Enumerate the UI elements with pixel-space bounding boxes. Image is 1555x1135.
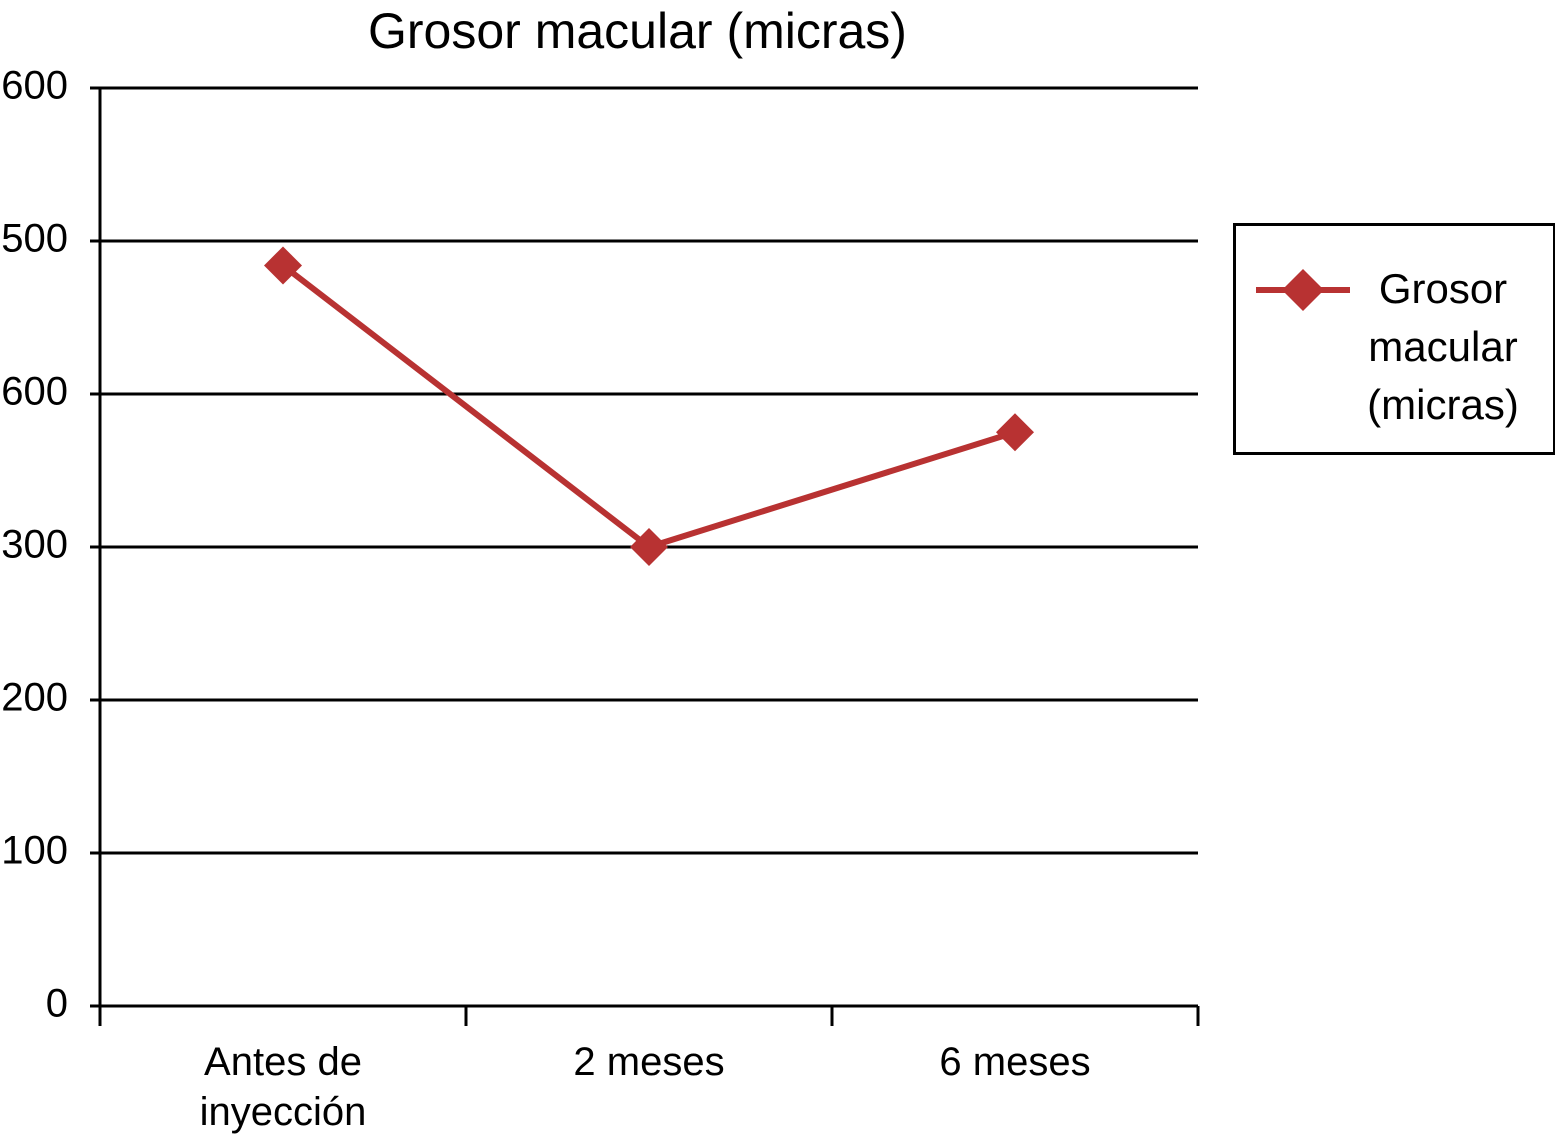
y-tick-label: 600 [1, 370, 68, 414]
data-point [996, 413, 1034, 452]
x-tick-label: 6 meses [939, 1040, 1091, 1084]
y-tick-label: 600 [1, 64, 68, 108]
y-tick-label: 500 [1, 217, 68, 261]
legend-label: Grosor macular (micras) [1367, 265, 1519, 428]
legend-swatch [1256, 269, 1350, 311]
x-tick-label: 2 meses [573, 1040, 725, 1084]
data-point [630, 528, 668, 566]
y-tick-label: 100 [1, 829, 68, 873]
legend: Grosor macular (micras) [1233, 223, 1555, 455]
y-tick-label: 0 [46, 982, 68, 1026]
data-point [264, 246, 302, 285]
series-line [281, 263, 1016, 551]
x-tick-label: Antes de inyección [199, 1040, 367, 1134]
legend-marker [1282, 269, 1324, 311]
y-tick-label: 300 [1, 523, 68, 567]
chart-title: Grosor macular (micras) [368, 3, 907, 59]
y-tick-label: 200 [1, 676, 68, 720]
